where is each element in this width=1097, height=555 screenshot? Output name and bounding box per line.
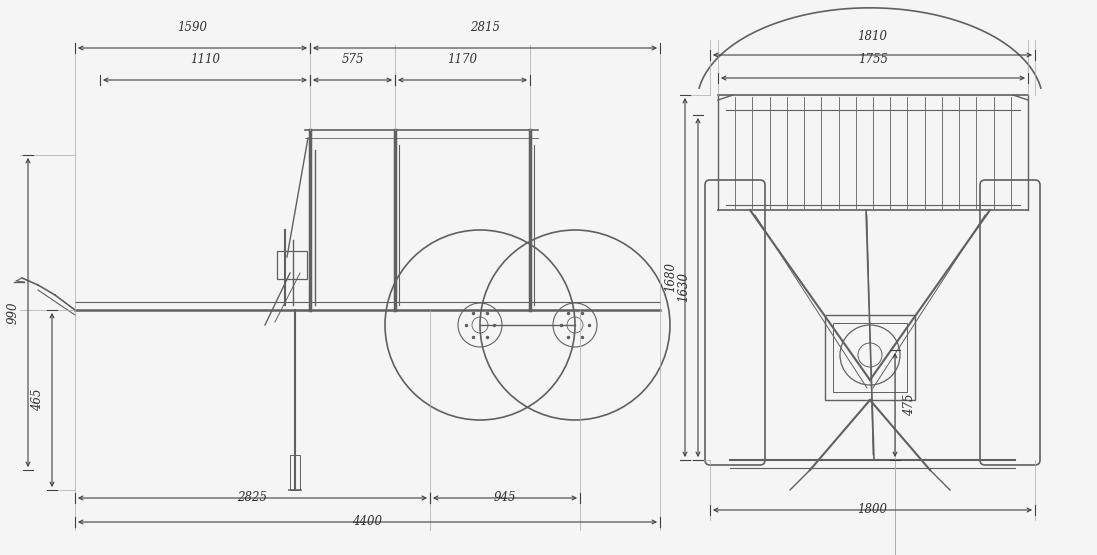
Text: 1810: 1810 — [858, 30, 887, 43]
Text: 1680: 1680 — [664, 263, 677, 292]
Text: 475: 475 — [903, 393, 916, 416]
Text: 575: 575 — [341, 53, 364, 66]
Text: 2825: 2825 — [237, 491, 268, 504]
Text: 1590: 1590 — [178, 21, 207, 34]
Text: 1630: 1630 — [677, 273, 690, 302]
Text: 1800: 1800 — [858, 503, 887, 516]
Text: 1170: 1170 — [448, 53, 477, 66]
Text: 1755: 1755 — [858, 53, 887, 66]
Text: 4400: 4400 — [352, 515, 383, 528]
Bar — [290, 455, 299, 490]
Bar — [278, 251, 307, 279]
Text: 990: 990 — [7, 301, 20, 324]
Text: 2815: 2815 — [470, 21, 500, 34]
Bar — [825, 315, 915, 400]
Text: 1110: 1110 — [190, 53, 220, 66]
Text: 945: 945 — [494, 491, 517, 504]
Text: 465: 465 — [31, 388, 44, 411]
Bar — [833, 323, 907, 392]
